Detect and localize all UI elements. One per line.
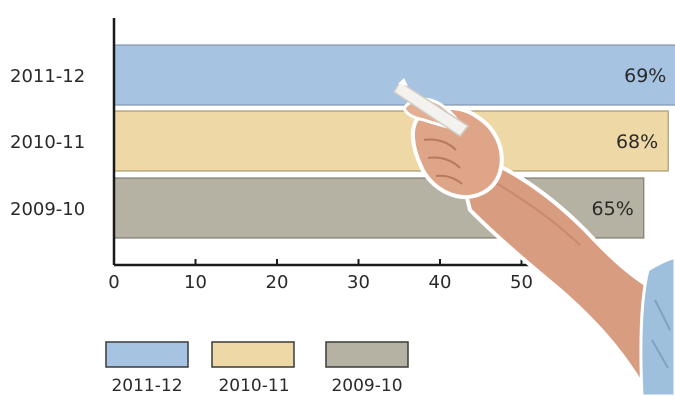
legend-label: 2011-12: [111, 376, 182, 396]
bar-value-label: 65%: [592, 198, 634, 220]
bar-2010-11: [113, 110, 669, 172]
bar-value-label: 69%: [624, 65, 666, 87]
x-tick-label: 0: [108, 272, 119, 293]
category-label: 2009-10: [10, 199, 85, 220]
x-tick-label: 50: [510, 272, 533, 293]
legend-label: 2009-10: [331, 376, 402, 396]
legend-swatch: [211, 341, 295, 368]
category-label: 2011-12: [10, 66, 85, 87]
category-label: 2010-11: [10, 132, 85, 153]
legend: 2011-12 2010-11 2009-10: [105, 341, 409, 396]
axes-layer: 2011-12 2010-11 2009-10 0 10 20 30 40 50: [10, 18, 540, 293]
bars-layer: 69% 68% 65%: [113, 44, 675, 239]
legend-label: 2010-11: [218, 376, 289, 396]
legend-swatch: [105, 341, 189, 368]
x-tick-label: 10: [184, 272, 207, 293]
legend-swatch: [325, 341, 409, 368]
bar-value-label: 68%: [616, 131, 658, 153]
x-tick-label: 20: [266, 272, 289, 293]
x-tick-label: 40: [429, 272, 452, 293]
hand-holding-chalk-icon: [392, 78, 675, 396]
x-tick-label: 30: [347, 272, 370, 293]
bar-2011-12: [113, 44, 675, 106]
